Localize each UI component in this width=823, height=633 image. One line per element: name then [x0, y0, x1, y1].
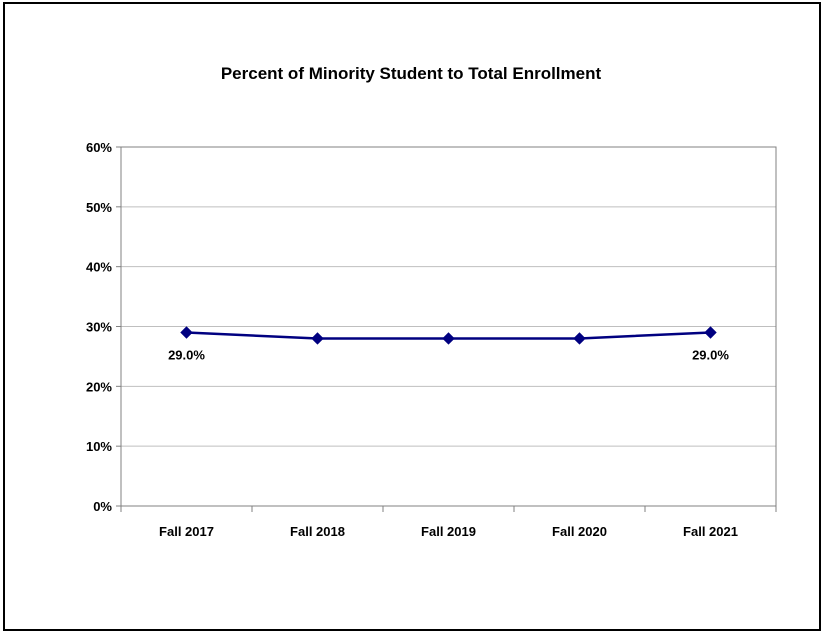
- x-tick-label: Fall 2019: [421, 524, 476, 539]
- y-tick-label: 30%: [86, 320, 112, 335]
- y-tick-label: 50%: [86, 200, 112, 215]
- data-label: 29.0%: [168, 347, 205, 362]
- x-tick-label: Fall 2018: [290, 524, 345, 539]
- x-tick-label: Fall 2020: [552, 524, 607, 539]
- chart-title: Percent of Minority Student to Total Enr…: [221, 64, 602, 83]
- data-point-marker: [311, 332, 324, 345]
- y-axis: 0% 10% 20% 30% 40% 50% 60%: [86, 140, 121, 514]
- y-tick-label: 10%: [86, 439, 112, 454]
- gridlines: [121, 206, 776, 447]
- data-point-marker: [573, 332, 586, 345]
- data-point-marker: [442, 332, 455, 345]
- x-axis: Fall 2017 Fall 2018 Fall 2019 Fall 2020 Fall…: [120, 506, 777, 539]
- y-tick-label: 20%: [86, 379, 112, 394]
- x-tick-label: Fall 2017: [159, 524, 214, 539]
- data-labels: 29.0% 29.0%: [168, 347, 729, 362]
- y-tick-label: 60%: [86, 140, 112, 155]
- data-point-marker: [704, 326, 717, 339]
- y-tick-label: 0%: [93, 499, 112, 514]
- data-label: 29.0%: [692, 347, 729, 362]
- series-line: [180, 326, 717, 345]
- data-point-marker: [180, 326, 193, 339]
- y-tick-label: 40%: [86, 260, 112, 275]
- x-tick-label: Fall 2021: [683, 524, 738, 539]
- chart-frame: [3, 2, 821, 631]
